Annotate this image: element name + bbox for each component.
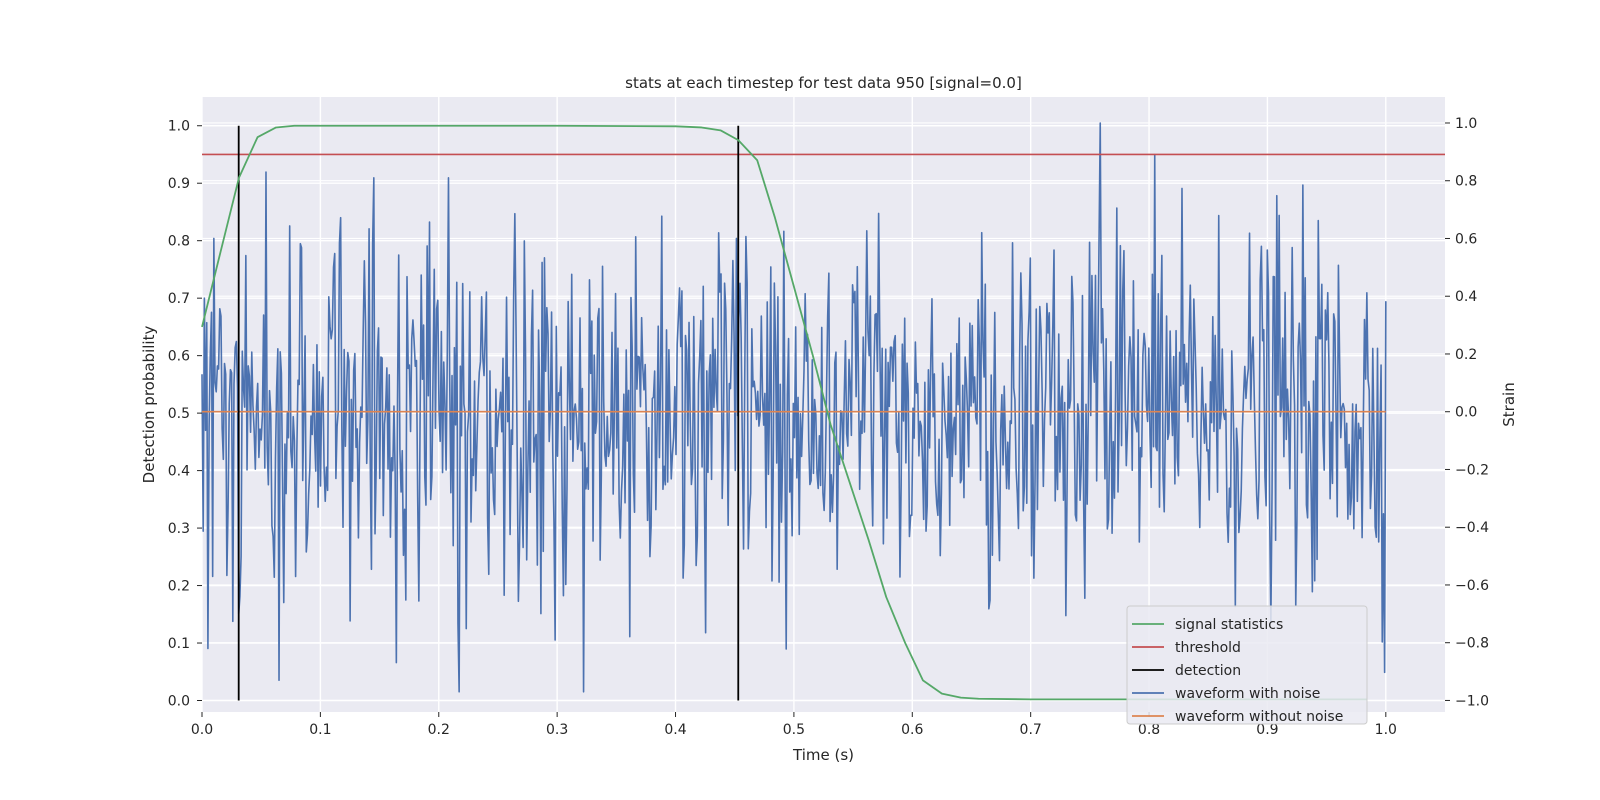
y2-tick-label: 0.8 [1455, 174, 1477, 190]
legend-entry: signal statistics [1175, 617, 1283, 633]
legend-entry: waveform with noise [1175, 686, 1320, 702]
y-tick-label: 0.9 [168, 176, 190, 192]
y-tick-label: 0.2 [168, 579, 190, 595]
y2-tick-label: 1.0 [1455, 116, 1477, 132]
chart-title: stats at each timestep for test data 950… [625, 74, 1022, 92]
y-tick-label: 0.3 [168, 521, 190, 537]
y2-tick-label: 0.2 [1455, 347, 1477, 363]
y-tick-label: 0.6 [168, 349, 190, 365]
x-tick-label: 0.5 [783, 722, 805, 738]
y2-tick-label: 0.4 [1455, 289, 1477, 305]
y2-tick-label: −0.4 [1455, 520, 1489, 536]
axes: 0.0 0.1 0.2 0.3 0.4 0.5 0.6 0.7 0.8 0.9 1.0 0.0 0.1 0… [168, 116, 1489, 738]
y2-tick-label: −1.0 [1455, 693, 1489, 709]
y-axis-label: Detection probability [140, 326, 158, 484]
y2-axis-label: Strain [1500, 382, 1518, 426]
x-axis-label: Time (s) [792, 746, 854, 764]
legend-entry: threshold [1175, 640, 1241, 656]
x-tick-label: 0.3 [546, 722, 568, 738]
x-tick-label: 0.4 [664, 722, 686, 738]
y2-tick-label: 0.6 [1455, 231, 1477, 247]
legend-entry: detection [1175, 663, 1241, 679]
x-tick-label: 0.8 [1138, 722, 1160, 738]
grid [201, 97, 1445, 712]
x-tick-label: 1.0 [1375, 722, 1397, 738]
y-tick-label: 0.0 [168, 694, 190, 710]
y-tick-label: 0.5 [168, 406, 190, 422]
y-tick-label: 0.7 [168, 291, 190, 307]
y2-tick-label: −0.8 [1455, 636, 1489, 652]
series-signal-statistics [201, 124, 1367, 701]
y-tick-label: 0.4 [168, 464, 190, 480]
y2-tick-label: −0.6 [1455, 578, 1489, 594]
y-tick-label: 0.8 [168, 234, 190, 250]
x-tick-label: 0.1 [309, 722, 331, 738]
legend-entry: waveform without noise [1175, 709, 1343, 725]
x-tick-label: 0.2 [428, 722, 450, 738]
legend-box [1126, 605, 1368, 725]
x-tick-label: 0.6 [901, 722, 923, 738]
legend: signal statistics threshold detection wavef… [1126, 605, 1368, 725]
x-tick-label: 0.7 [1020, 722, 1042, 738]
y-tick-label: 0.1 [168, 636, 190, 652]
x-tick-label: 0.9 [1256, 722, 1278, 738]
x-tick-label: 0.0 [191, 722, 213, 738]
y2-tick-label: 0.0 [1455, 405, 1477, 421]
series-waveform-with-noise [201, 122, 1387, 693]
y2-tick-label: −0.2 [1455, 462, 1489, 478]
y-tick-label: 1.0 [168, 119, 190, 135]
series-layer [201, 122, 1445, 701]
